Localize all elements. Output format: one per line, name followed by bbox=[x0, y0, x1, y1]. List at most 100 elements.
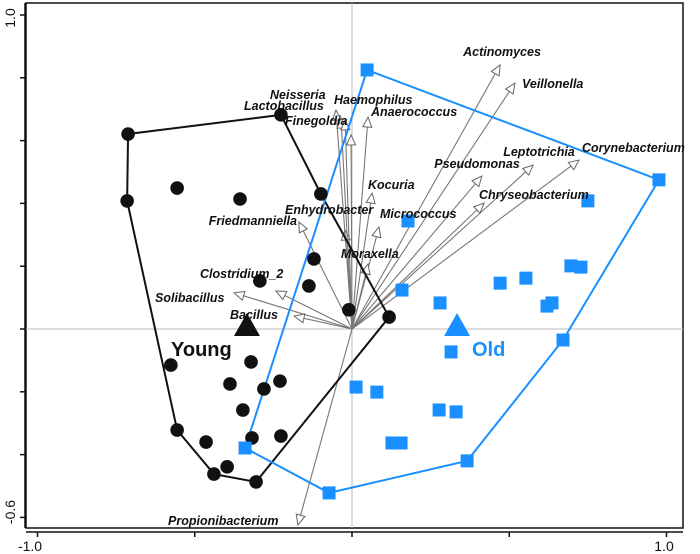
arrow-line bbox=[351, 165, 572, 330]
arrow-line bbox=[351, 91, 510, 330]
group-label-old: Old bbox=[472, 339, 505, 361]
species-label: Micrococcus bbox=[380, 207, 456, 221]
point-young bbox=[220, 460, 234, 474]
arrow-head-icon bbox=[471, 175, 483, 188]
point-old bbox=[574, 260, 588, 274]
species-label: Lactobacillus bbox=[244, 99, 324, 113]
arrow-head-icon bbox=[365, 191, 376, 205]
species-label: Actinomyces bbox=[462, 45, 541, 59]
sample-points bbox=[120, 63, 666, 500]
species-label: Solibacillus bbox=[155, 291, 225, 305]
point-old bbox=[322, 486, 336, 500]
point-old bbox=[238, 441, 252, 455]
arrow-line bbox=[351, 126, 368, 330]
point-old bbox=[493, 276, 507, 290]
arrow-head-icon bbox=[292, 313, 306, 324]
arrow-head-icon bbox=[472, 202, 485, 215]
arrow-head-icon bbox=[345, 133, 357, 146]
species-label: Moraxella bbox=[341, 247, 399, 261]
centroid-young-icon bbox=[233, 313, 260, 337]
arrow-head-icon bbox=[490, 63, 501, 77]
y-tick-label-min: -0.6 bbox=[2, 500, 18, 524]
point-young bbox=[249, 475, 263, 489]
point-young bbox=[233, 192, 247, 206]
point-young bbox=[245, 431, 259, 445]
arrow-line bbox=[350, 144, 353, 330]
point-young bbox=[302, 279, 316, 293]
arrow-head-icon bbox=[504, 82, 516, 95]
point-old bbox=[460, 454, 474, 468]
species-label: Neisseria bbox=[270, 88, 326, 102]
point-old bbox=[540, 299, 554, 313]
species-label: Pseudomonas bbox=[434, 157, 519, 171]
arrow-head-icon bbox=[295, 513, 306, 527]
point-old bbox=[449, 405, 463, 419]
point-old bbox=[652, 173, 666, 187]
arrow-line bbox=[336, 120, 353, 330]
point-old bbox=[360, 63, 374, 77]
arrow-head-icon bbox=[567, 159, 581, 171]
point-old bbox=[370, 385, 384, 399]
point-young bbox=[382, 310, 396, 324]
point-old bbox=[432, 403, 446, 417]
point-young bbox=[307, 252, 321, 266]
point-young bbox=[223, 377, 237, 391]
species-label: Kocuria bbox=[368, 178, 415, 192]
point-old bbox=[395, 283, 409, 297]
point-old bbox=[394, 436, 408, 450]
point-young bbox=[342, 303, 356, 317]
arrow-line bbox=[351, 273, 367, 330]
arrow-line bbox=[284, 294, 353, 330]
point-young bbox=[236, 403, 250, 417]
arrow-line bbox=[300, 328, 353, 516]
point-old bbox=[433, 296, 447, 310]
group-label-young: Young bbox=[171, 339, 232, 361]
point-young bbox=[274, 108, 288, 122]
point-young bbox=[120, 194, 134, 208]
point-young bbox=[257, 382, 271, 396]
arrow-head-icon bbox=[274, 290, 288, 301]
arrow-head-icon bbox=[298, 220, 309, 234]
point-young bbox=[274, 429, 288, 443]
species-label: Bacillus bbox=[230, 308, 278, 322]
centroid-old-icon bbox=[444, 313, 471, 337]
point-old bbox=[401, 214, 415, 228]
y-tick-label-max: 1.0 bbox=[2, 8, 18, 28]
point-young bbox=[253, 274, 267, 288]
arrow-head-icon bbox=[521, 164, 535, 177]
point-young bbox=[170, 423, 184, 437]
point-young bbox=[244, 355, 258, 369]
arrow-line bbox=[303, 317, 353, 330]
point-young bbox=[199, 435, 213, 449]
point-old bbox=[444, 345, 458, 359]
axes: -1.0 1.0 1.0 -0.6 bbox=[2, 3, 683, 554]
species-label: Propionibacterium bbox=[168, 514, 278, 528]
arrow-line bbox=[340, 127, 353, 330]
point-old bbox=[349, 380, 363, 394]
plot-frame bbox=[25, 2, 684, 529]
species-label: Finegoldia bbox=[285, 114, 348, 128]
point-old bbox=[564, 259, 578, 273]
arrow-line bbox=[243, 295, 353, 330]
point-old bbox=[581, 194, 595, 208]
point-young bbox=[273, 374, 287, 388]
arrow-head-icon bbox=[371, 225, 382, 239]
species-label: Clostridium_2 bbox=[200, 267, 283, 281]
arrow-head-icon bbox=[331, 108, 342, 121]
species-label: Enhydrobacter bbox=[285, 203, 374, 217]
x-tick-label-min: -1.0 bbox=[18, 538, 42, 554]
point-young bbox=[314, 187, 328, 201]
species-label: Leptotrichia bbox=[503, 145, 575, 159]
species-label: Friedmanniella bbox=[209, 214, 297, 228]
arrow-line bbox=[351, 209, 478, 330]
point-young bbox=[121, 127, 135, 141]
point-old bbox=[556, 333, 570, 347]
species-label: Corynebacterium bbox=[582, 141, 685, 155]
species-label: Anaerococcus bbox=[370, 105, 457, 119]
point-old bbox=[519, 271, 533, 285]
species-label: Veillonella bbox=[522, 77, 583, 91]
arrow-line bbox=[344, 129, 353, 330]
point-young bbox=[170, 181, 184, 195]
arrow-head-icon bbox=[361, 115, 373, 128]
